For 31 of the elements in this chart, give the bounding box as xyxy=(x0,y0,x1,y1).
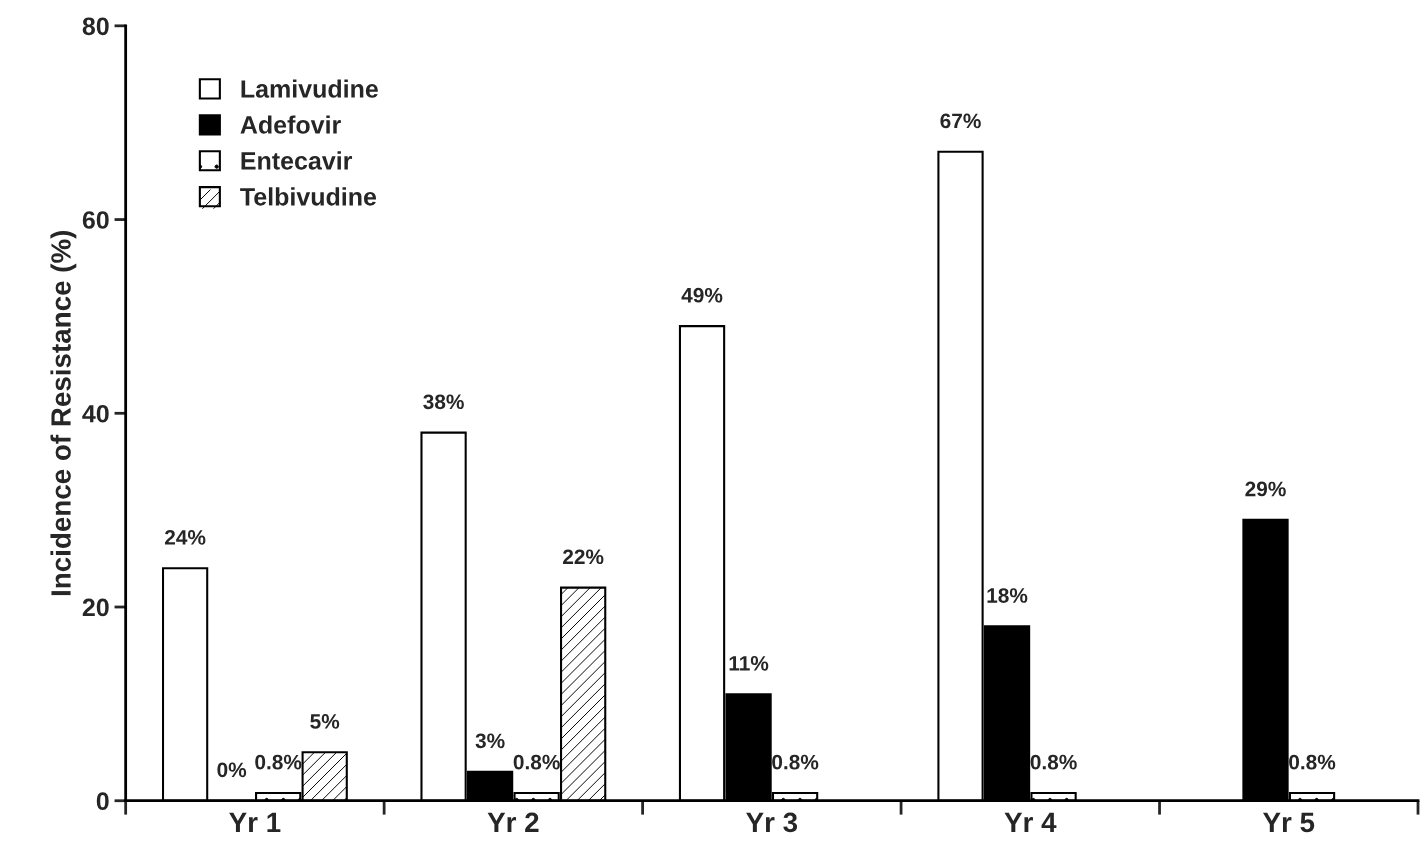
data-label: 29% xyxy=(1245,481,1286,497)
data-label: 5% xyxy=(310,714,340,729)
legend-label: Lamivudine xyxy=(241,79,378,98)
data-label: 22% xyxy=(563,549,604,565)
data-label: 0.8% xyxy=(255,754,302,770)
data-label: 3% xyxy=(475,733,505,749)
y-tick-label: 80 xyxy=(82,17,109,36)
y-axis-title: Incidence of Resistance (%) xyxy=(50,230,77,596)
data-label: 11% xyxy=(729,655,769,671)
data-label: 24% xyxy=(164,530,206,545)
x-tick-label: Yr 2 xyxy=(487,812,539,832)
x-tick-label: Yr 1 xyxy=(229,812,281,832)
y-tick-label: 20 xyxy=(82,598,109,617)
data-label: 0.8% xyxy=(513,754,560,770)
x-tick-label: Yr 3 xyxy=(746,812,798,833)
data-label: 0.8% xyxy=(1289,754,1336,770)
legend-label: Adefovir xyxy=(240,115,341,134)
data-label: 38% xyxy=(423,394,464,410)
x-tick-label: Yr 4 xyxy=(1004,812,1057,832)
y-tick-label: 60 xyxy=(82,211,109,229)
legend-label: Entecavir xyxy=(241,151,353,170)
legend-label: Telbivudine xyxy=(240,187,377,206)
y-tick-label: 0 xyxy=(96,792,109,811)
data-label: 49% xyxy=(681,287,723,303)
data-label: 0.8% xyxy=(772,754,819,770)
data-label: 0% xyxy=(217,762,247,778)
data-label: 67% xyxy=(940,113,981,129)
x-tick-label: Yr 5 xyxy=(1262,812,1315,833)
data-label: 0.8% xyxy=(1030,754,1077,770)
data-label: 18% xyxy=(987,588,1028,603)
y-tick-label: 40 xyxy=(82,404,109,423)
